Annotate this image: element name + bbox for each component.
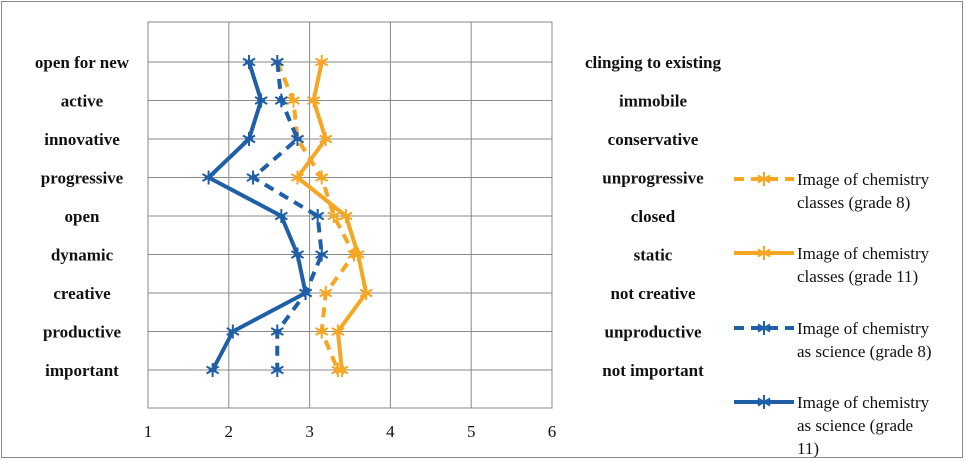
data-point — [298, 286, 313, 300]
legend-entry-1: Image of chemistry classes (grade 8) — [734, 170, 930, 212]
left-category-label: open for new — [35, 53, 130, 72]
data-point — [315, 324, 329, 339]
right-category-label: conservative — [608, 130, 699, 149]
data-point — [339, 209, 353, 223]
data-point — [331, 324, 345, 339]
legend-entry-3: Image of chemistry as science (grade 8) — [734, 319, 932, 361]
legend-text-line: Image of chemistry — [797, 393, 930, 412]
data-point — [290, 247, 305, 262]
data-point — [206, 363, 220, 377]
right-category-label: immobile — [619, 92, 687, 111]
left-category-label: progressive — [41, 169, 124, 188]
series-4 — [202, 55, 313, 377]
right-category-label: closed — [631, 207, 676, 226]
data-point — [315, 170, 329, 185]
right-category-label: clinging to existing — [585, 53, 722, 72]
legend-entry-2: Image of chemistry classes (grade 11) — [734, 244, 930, 286]
data-point — [274, 209, 288, 223]
data-point — [315, 55, 329, 69]
left-category-label: important — [45, 361, 119, 380]
legend-marker — [757, 172, 771, 186]
x-tick-label: 1 — [144, 422, 153, 441]
x-tick-label: 3 — [305, 422, 314, 441]
data-point — [254, 93, 268, 108]
data-point — [246, 170, 260, 185]
grid-layer — [147, 21, 553, 409]
legend-text-line: Image of chemistry — [797, 319, 930, 338]
data-point — [307, 93, 321, 108]
legend-marker — [757, 395, 771, 409]
x-tick-label: 5 — [467, 422, 476, 441]
left-category-label: productive — [43, 323, 122, 342]
legend-text-line: Image of chemistry — [797, 244, 930, 263]
data-point — [270, 324, 284, 339]
data-point — [311, 209, 325, 223]
data-point — [319, 286, 333, 300]
legend-text-line: classes (grade 8) — [797, 193, 910, 212]
data-point — [327, 209, 341, 223]
left-category-label: dynamic — [51, 246, 114, 265]
data-point — [242, 55, 256, 69]
x-tick-label: 6 — [548, 422, 557, 441]
data-point — [319, 132, 333, 146]
legend-text-line: Image of chemistry — [797, 170, 930, 189]
data-point — [351, 247, 365, 262]
right-category-label: unprogressive — [602, 169, 704, 188]
left-category-label: creative — [53, 284, 111, 303]
legend-entry-4: Image of chemistry as science (grade 11) — [734, 393, 930, 458]
right-category-label: static — [634, 246, 673, 265]
data-point — [270, 363, 284, 377]
right-category-label: unproductive — [605, 323, 702, 342]
data-point — [274, 93, 288, 108]
data-point — [335, 363, 349, 377]
data-point — [286, 93, 301, 108]
legend-marker — [757, 321, 771, 335]
series-line — [275, 61, 357, 371]
data-point — [242, 132, 256, 146]
series-layer — [202, 55, 373, 377]
series-2 — [290, 55, 373, 377]
label-layer: 1 2 3 4 5 6 open for new active innovative progre… — [35, 53, 722, 441]
legend-text-line: as science (grade — [797, 416, 913, 435]
x-tick-label: 4 — [386, 422, 395, 441]
right-category-label: not creative — [610, 284, 696, 303]
legend-marker — [757, 246, 771, 260]
series-line — [251, 61, 324, 370]
data-point — [202, 170, 216, 185]
legend-text-line: 11) — [797, 439, 819, 458]
data-point — [226, 324, 240, 339]
series-3 — [246, 55, 329, 377]
data-point — [290, 132, 305, 146]
data-point — [290, 170, 305, 185]
x-tick-label: 2 — [225, 422, 234, 441]
left-category-label: active — [61, 92, 104, 111]
legend-text-line: as science (grade 8) — [797, 342, 932, 361]
data-point — [270, 55, 284, 69]
data-point — [359, 286, 373, 300]
legend-text-line: classes (grade 11) — [797, 267, 918, 286]
right-category-label: not important — [602, 361, 704, 380]
plot-area — [147, 21, 553, 409]
left-category-label: innovative — [44, 130, 120, 149]
left-category-label: open — [65, 207, 101, 226]
data-point — [315, 247, 329, 262]
